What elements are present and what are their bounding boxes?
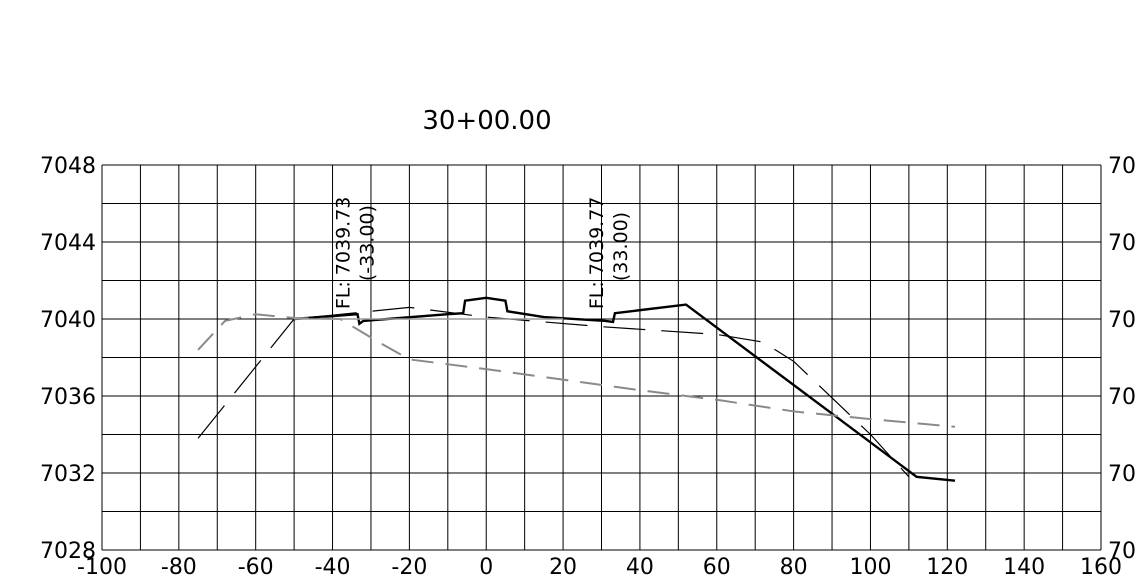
- y-tick-label-right: 70: [1108, 539, 1136, 564]
- x-tick-label: 0: [479, 555, 493, 576]
- y-tick-label-right: 70: [1108, 154, 1136, 179]
- flowline-annotation: FL: 7039.77 (33.00): [586, 197, 632, 310]
- y-tick-label: 7048: [40, 154, 96, 179]
- x-tick-label: -60: [238, 555, 274, 576]
- x-tick-label: 20: [549, 555, 577, 576]
- x-tick-label: 40: [626, 555, 654, 576]
- chart-title: 30+00.00: [422, 106, 551, 136]
- grid: [101, 164, 1102, 551]
- y-tick-label: 7028: [40, 539, 96, 564]
- x-axis-ticks: -100 -80 -60 -40 -20 0 20 40 60 80 100 120 140 160: [77, 555, 1122, 576]
- x-tick-label: 60: [703, 555, 731, 576]
- x-tick-label: 120: [926, 555, 968, 576]
- x-tick-label: -40: [315, 555, 351, 576]
- x-tick-label: 140: [1003, 555, 1045, 576]
- y-tick-label: 7036: [40, 385, 96, 410]
- profile-lines: [197, 296, 956, 482]
- flowline-annotation: FL: 7039.73 (-33.00): [332, 197, 378, 310]
- profile-line-dashed-black: [197, 306, 910, 478]
- y-tick-label-right: 70: [1108, 462, 1136, 487]
- profile-line-dashed-gray: [197, 313, 956, 428]
- flowline-annotations: FL: 7039.73 (-33.00) FL: 7039.77 (33.00): [332, 197, 632, 310]
- y-axis-right-ticks: 70 70 70 70 70 70: [1108, 154, 1136, 564]
- x-tick-label: 80: [780, 555, 808, 576]
- flowline-elevation-label: FL: 7039.77: [586, 197, 608, 310]
- x-tick-label: -80: [161, 555, 197, 576]
- y-tick-label: 7044: [40, 231, 96, 256]
- y-tick-label-right: 70: [1108, 385, 1136, 410]
- x-tick-label: 100: [849, 555, 891, 576]
- y-tick-label: 7032: [40, 462, 96, 487]
- y-axis-left-ticks: 7028 7032 7036 7040 7044 7048: [40, 154, 96, 564]
- profile-line-solid-black: [294, 296, 956, 482]
- x-tick-label: -20: [391, 555, 427, 576]
- x-tick-label: 160: [1080, 555, 1122, 576]
- y-tick-label-right: 70: [1108, 308, 1136, 333]
- x-tick-label: -100: [77, 555, 127, 576]
- flowline-offset-label: (-33.00): [356, 205, 378, 281]
- y-tick-label-right: 70: [1108, 231, 1136, 256]
- flowline-elevation-label: FL: 7039.73: [332, 197, 354, 310]
- flowline-offset-label: (33.00): [610, 212, 632, 281]
- y-tick-label: 7040: [40, 308, 96, 333]
